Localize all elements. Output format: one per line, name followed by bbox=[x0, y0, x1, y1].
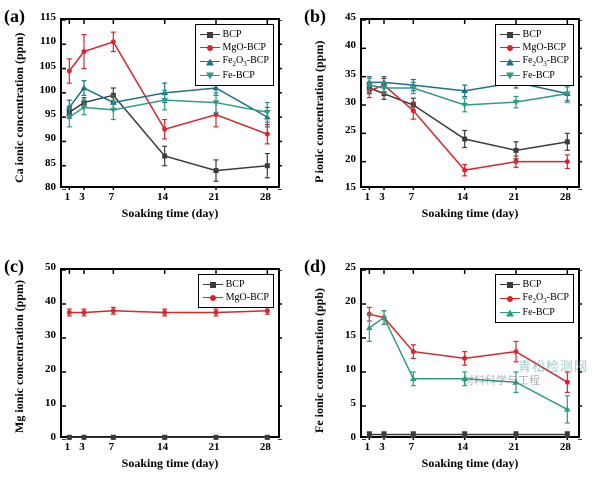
panel-a: (a)80859095100105110115137142128Ca ionic… bbox=[0, 0, 300, 250]
x-tick-label: 14 bbox=[153, 191, 173, 203]
y-tick-label: 105 bbox=[26, 60, 56, 72]
x-tick-label: 7 bbox=[101, 441, 121, 453]
x-tick-label: 28 bbox=[555, 441, 575, 453]
legend-item-label: Fe-BCP bbox=[523, 69, 555, 82]
panel-b: (b)15202530354045137142128P ionic concen… bbox=[300, 0, 600, 250]
x-tick-label: 3 bbox=[72, 191, 92, 203]
x-tick-label: 28 bbox=[555, 191, 575, 203]
legend: BCPMgO-BCPFe2O3-BCPFe-BCP bbox=[495, 24, 574, 86]
x-tick-label: 7 bbox=[401, 441, 421, 453]
y-tick-label: 15 bbox=[326, 181, 356, 193]
y-tick-label: 25 bbox=[326, 261, 356, 273]
x-tick-label: 3 bbox=[372, 441, 392, 453]
y-tick-label: 115 bbox=[26, 11, 56, 23]
legend-item: MgO-BCP bbox=[200, 41, 269, 54]
legend-item: BCP bbox=[203, 278, 269, 291]
legend-item-label: MgO-BCP bbox=[226, 291, 269, 304]
y-axis-label: Mg ionic concentration (ppm) bbox=[12, 273, 27, 433]
y-tick-label: 20 bbox=[26, 363, 56, 375]
y-tick-label: 25 bbox=[326, 124, 356, 136]
legend-item-label: MgO-BCP bbox=[523, 41, 566, 54]
x-tick-label: 21 bbox=[204, 441, 224, 453]
x-tick-label: 3 bbox=[72, 441, 92, 453]
x-tick-label: 28 bbox=[255, 441, 275, 453]
panel-d: (d)0510152025137142128Fe ionic concentra… bbox=[300, 250, 600, 500]
y-tick-label: 35 bbox=[326, 68, 356, 80]
legend: BCPMgO-BCP bbox=[198, 274, 274, 308]
legend-item: BCP bbox=[500, 28, 569, 41]
x-tick-label: 14 bbox=[453, 441, 473, 453]
legend-item-label: BCP bbox=[223, 28, 242, 41]
legend-item-label: Fe2O3-BCP bbox=[523, 54, 569, 69]
legend: BCPFe2O3-BCPFe-BCP bbox=[495, 274, 574, 323]
legend-item: MgO-BCP bbox=[500, 41, 569, 54]
legend-item-label: Fe2O3-BCP bbox=[223, 54, 269, 69]
y-tick-label: 0 bbox=[326, 431, 356, 443]
y-tick-label: 90 bbox=[26, 132, 56, 144]
panel-c: (c)01020304050137142128Mg ionic concentr… bbox=[0, 250, 300, 500]
legend-item: Fe2O3-BCP bbox=[500, 291, 569, 306]
x-tick-label: 14 bbox=[153, 441, 173, 453]
legend-item: Fe-BCP bbox=[200, 69, 269, 82]
y-tick-label: 40 bbox=[326, 39, 356, 51]
legend-item: Fe2O3-BCP bbox=[200, 54, 269, 69]
x-tick-label: 21 bbox=[504, 441, 524, 453]
y-tick-label: 80 bbox=[26, 181, 56, 193]
y-tick-label: 20 bbox=[326, 295, 356, 307]
y-tick-label: 0 bbox=[26, 431, 56, 443]
legend-item: MgO-BCP bbox=[203, 291, 269, 304]
x-tick-label: 21 bbox=[204, 191, 224, 203]
x-tick-label: 28 bbox=[255, 191, 275, 203]
y-tick-label: 40 bbox=[26, 295, 56, 307]
legend-item: Fe2O3-BCP bbox=[500, 54, 569, 69]
legend-item-label: BCP bbox=[523, 278, 542, 291]
legend-item: Fe-BCP bbox=[500, 306, 569, 319]
legend: BCPMgO-BCPFe2O3-BCPFe-BCP bbox=[195, 24, 274, 86]
x-tick-label: 3 bbox=[372, 191, 392, 203]
legend-item-label: Fe-BCP bbox=[223, 69, 255, 82]
x-axis-label: Soaking time (day) bbox=[360, 206, 580, 221]
y-tick-label: 30 bbox=[326, 96, 356, 108]
y-tick-label: 45 bbox=[326, 11, 356, 23]
y-axis-label: Ca ionic concentration (ppm) bbox=[12, 23, 27, 183]
y-tick-label: 5 bbox=[326, 397, 356, 409]
legend-item: BCP bbox=[500, 278, 569, 291]
legend-item-label: BCP bbox=[226, 278, 245, 291]
x-axis-label: Soaking time (day) bbox=[60, 206, 280, 221]
y-tick-label: 50 bbox=[26, 261, 56, 273]
x-axis-label: Soaking time (day) bbox=[60, 456, 280, 471]
x-tick-label: 7 bbox=[401, 191, 421, 203]
legend-item-label: Fe2O3-BCP bbox=[523, 291, 569, 306]
x-axis-label: Soaking time (day) bbox=[360, 456, 580, 471]
legend-item: Fe-BCP bbox=[500, 69, 569, 82]
y-axis-label: Fe ionic concentration (ppb) bbox=[312, 273, 327, 433]
y-tick-label: 15 bbox=[326, 329, 356, 341]
legend-item: BCP bbox=[200, 28, 269, 41]
y-tick-label: 10 bbox=[326, 363, 356, 375]
y-tick-label: 110 bbox=[26, 35, 56, 47]
y-tick-label: 10 bbox=[26, 397, 56, 409]
y-axis-label: P ionic concentration (ppm) bbox=[312, 23, 327, 183]
x-tick-label: 21 bbox=[504, 191, 524, 203]
y-tick-label: 30 bbox=[26, 329, 56, 341]
x-tick-label: 14 bbox=[453, 191, 473, 203]
legend-item-label: MgO-BCP bbox=[223, 41, 266, 54]
y-tick-label: 95 bbox=[26, 108, 56, 120]
x-tick-label: 7 bbox=[101, 191, 121, 203]
legend-item-label: BCP bbox=[523, 28, 542, 41]
y-tick-label: 100 bbox=[26, 84, 56, 96]
chart-grid: (a)80859095100105110115137142128Ca ionic… bbox=[0, 0, 600, 500]
y-tick-label: 20 bbox=[326, 153, 356, 165]
legend-item-label: Fe-BCP bbox=[523, 306, 555, 319]
y-tick-label: 85 bbox=[26, 157, 56, 169]
